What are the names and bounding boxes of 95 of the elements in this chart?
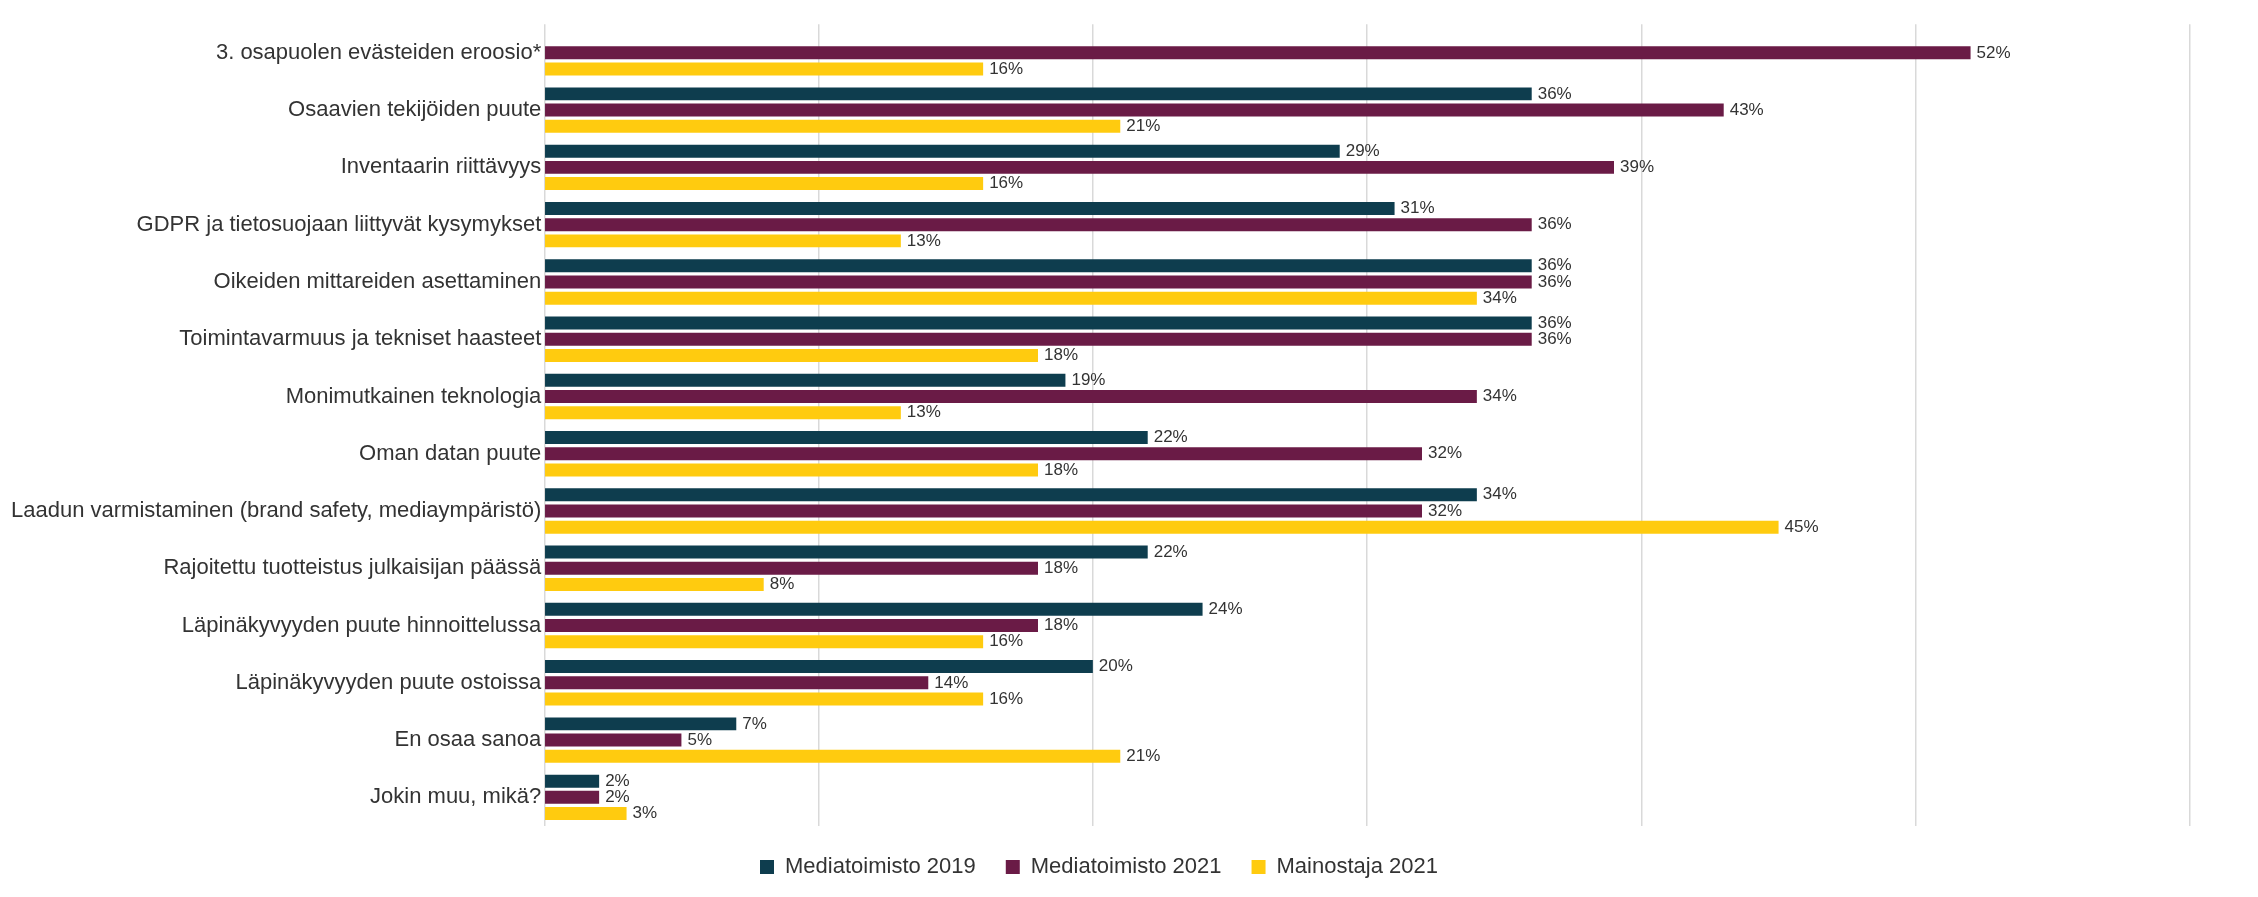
data-label: 2%	[605, 770, 630, 790]
bar	[545, 119, 1121, 133]
bar	[545, 259, 1532, 273]
bar	[545, 348, 1038, 362]
data-label: 22%	[1153, 541, 1188, 561]
bar	[545, 660, 1093, 674]
y-tick-label: Inventaarin riittävyys	[340, 153, 542, 179]
data-label: 36%	[1537, 214, 1572, 234]
bar	[545, 692, 984, 706]
bar	[545, 447, 1422, 461]
data-label: 14%	[934, 672, 969, 692]
data-label: 34%	[1482, 386, 1517, 406]
bar	[545, 561, 1038, 575]
bar	[545, 291, 1477, 305]
y-tick-label: Oman datan puute	[359, 439, 542, 465]
bar	[545, 177, 984, 191]
y-tick-label: En osaa sanoa	[394, 726, 543, 752]
bar	[545, 635, 984, 649]
bar	[545, 463, 1038, 477]
data-label: 45%	[1784, 516, 1819, 536]
y-tick-label: GDPR ja tietosuojaan liittyvät kysymykset	[136, 210, 542, 236]
bar	[545, 103, 1724, 117]
bar	[545, 774, 600, 788]
bar	[545, 619, 1038, 633]
data-label: 18%	[1043, 345, 1079, 365]
data-label: 16%	[989, 631, 1024, 651]
data-label: 8%	[769, 574, 795, 594]
bar	[545, 160, 1614, 174]
data-label: 16%	[989, 688, 1024, 708]
data-label: 31%	[1400, 198, 1435, 218]
bar	[545, 602, 1203, 616]
data-label: 13%	[906, 402, 941, 422]
data-label: 24%	[1208, 599, 1243, 619]
y-tick-label: Läpinäkyvyyden puute ostoissa	[235, 668, 543, 694]
bar	[545, 520, 1779, 534]
data-label: 21%	[1126, 116, 1161, 136]
y-tick-label: 3. osapuolen evästeiden eroosio*	[215, 38, 542, 64]
data-label: 18%	[1043, 615, 1079, 635]
data-label: 32%	[1428, 443, 1463, 463]
data-label: 21%	[1126, 746, 1161, 766]
bar	[545, 504, 1422, 518]
data-label: 32%	[1428, 500, 1463, 520]
bar	[545, 790, 600, 804]
data-label: 16%	[989, 173, 1024, 193]
bar	[545, 749, 1121, 763]
y-tick-label: Osaavien tekijöiden puute	[288, 96, 542, 122]
y-tick-label: Jokin muu, mikä?	[370, 783, 542, 809]
bar	[545, 717, 737, 731]
data-label: 52%	[1976, 42, 2011, 62]
data-label: 34%	[1482, 287, 1517, 307]
bar	[545, 389, 1477, 403]
legend-label: Mainostaja 2021	[1276, 853, 1438, 879]
y-tick-label: Oikeiden mittareiden asettaminen	[213, 267, 542, 293]
y-tick-label: Laadun varmistaminen (brand safety, mediaympäristö)	[11, 497, 542, 523]
bar	[545, 46, 1971, 60]
data-label: 43%	[1729, 99, 1764, 119]
legend-label: Mediatoimisto 2019	[785, 853, 976, 879]
bar	[545, 373, 1066, 387]
bar	[545, 332, 1532, 346]
y-tick-label: Monimutkainen teknologia	[285, 382, 543, 408]
data-label: 16%	[989, 58, 1024, 78]
bar	[545, 275, 1532, 289]
bar	[545, 578, 764, 591]
data-label: 22%	[1153, 427, 1188, 447]
y-tick-label: Rajoitettu tuotteistus julkaisijan päässä	[163, 554, 543, 580]
data-label: 36%	[1537, 83, 1572, 103]
data-label: 20%	[1098, 656, 1133, 676]
bar	[545, 144, 1340, 158]
data-label: 18%	[1043, 459, 1079, 479]
data-label: 13%	[906, 230, 941, 250]
y-tick-label: Läpinäkyvyyden puute hinnoittelussa	[181, 611, 543, 637]
data-label: 3%	[632, 803, 658, 823]
data-label: 34%	[1482, 484, 1517, 504]
data-label: 5%	[687, 729, 712, 749]
bar	[545, 545, 1148, 559]
legend-label: Mediatoimisto 2021	[1030, 853, 1222, 879]
bar	[545, 676, 929, 690]
data-label: 7%	[742, 713, 767, 733]
bar	[545, 807, 627, 821]
data-label: 2%	[605, 787, 630, 807]
bar	[545, 87, 1532, 101]
data-label: 39%	[1620, 157, 1655, 177]
data-label: 29%	[1345, 140, 1380, 160]
bar	[545, 218, 1532, 232]
bar	[545, 234, 901, 248]
bar	[545, 431, 1148, 444]
data-label: 18%	[1043, 557, 1079, 577]
bar	[545, 406, 901, 420]
bar	[545, 62, 984, 76]
bar	[545, 488, 1477, 502]
data-label: 19%	[1071, 369, 1106, 389]
y-tick-label: Toimintavarmuus ja tekniset haasteet	[179, 325, 542, 351]
bar	[545, 201, 1395, 215]
bar	[545, 733, 682, 747]
bar	[545, 316, 1532, 330]
